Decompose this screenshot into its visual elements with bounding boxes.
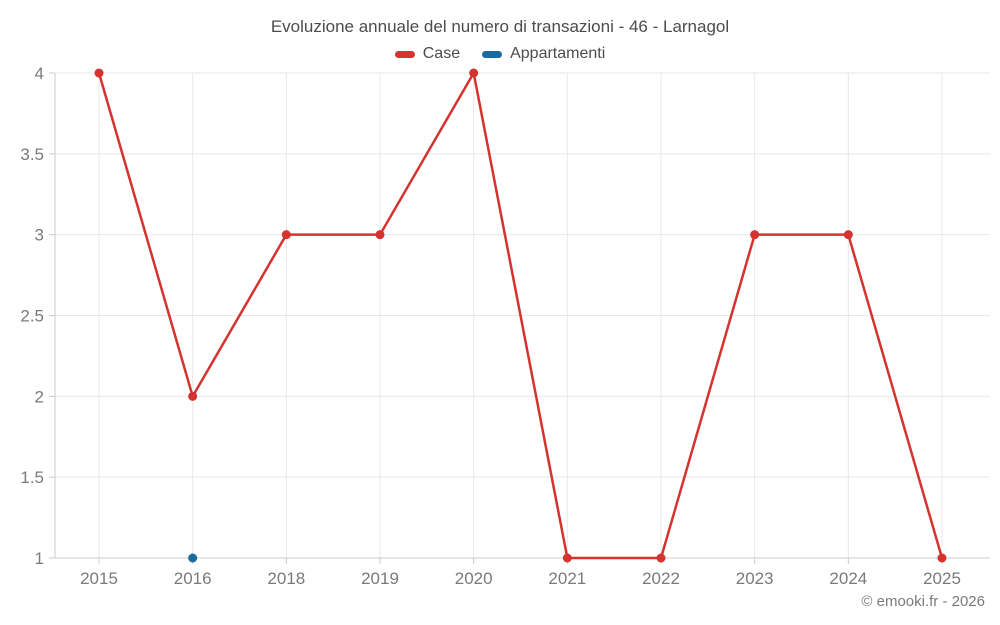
legend-label-case: Case bbox=[422, 45, 461, 62]
x-tick-label: 2022 bbox=[642, 569, 680, 588]
series-case-point[interactable] bbox=[656, 553, 666, 563]
x-tick-label: 2015 bbox=[80, 569, 118, 588]
y-tick-label: 1 bbox=[35, 549, 44, 568]
x-tick-labels: 2015 2016 2018 2019 2020 2021 2022 2023 2024 2025 bbox=[80, 569, 961, 588]
series-case-line bbox=[97, 71, 944, 560]
y-tick-label: 4 bbox=[35, 64, 44, 83]
legend-label-appartamenti: Appartamenti bbox=[510, 45, 606, 62]
y-tick-label: 3 bbox=[35, 226, 44, 245]
series-case-point[interactable] bbox=[843, 230, 853, 240]
legend-item-case[interactable]: Case bbox=[394, 45, 461, 63]
legend: Case Appartamenti bbox=[0, 45, 1000, 63]
legend-marker-appartamenti bbox=[482, 50, 503, 58]
series-case-point[interactable] bbox=[375, 230, 385, 240]
y-tick-label: 2 bbox=[35, 387, 44, 406]
series-appartamenti-points bbox=[188, 553, 198, 563]
series-case-point[interactable] bbox=[94, 68, 104, 78]
series-case-points bbox=[94, 68, 947, 563]
x-tick-label: 2025 bbox=[923, 569, 961, 588]
x-gridlines bbox=[98, 73, 943, 558]
x-tick-label: 2016 bbox=[174, 569, 212, 588]
x-tick-label: 2021 bbox=[548, 569, 586, 588]
series-case-point[interactable] bbox=[281, 230, 291, 240]
y-tick-label: 1.5 bbox=[20, 468, 44, 487]
y-gridlines bbox=[55, 72, 990, 559]
x-tick-label: 2024 bbox=[829, 569, 867, 588]
x-tick-label: 2019 bbox=[361, 569, 399, 588]
series-case-point[interactable] bbox=[469, 68, 479, 78]
tick-marks bbox=[49, 72, 943, 564]
series-case-point[interactable] bbox=[750, 230, 760, 240]
legend-marker-case bbox=[394, 50, 415, 58]
legend-item-appartamenti[interactable]: Appartamenti bbox=[482, 45, 605, 63]
series-case-point[interactable] bbox=[562, 553, 572, 563]
series-appartamenti-point[interactable] bbox=[188, 553, 198, 563]
x-tick-label: 2018 bbox=[267, 569, 305, 588]
y-tick-label: 2.5 bbox=[20, 307, 44, 326]
copyright-text: © emooki.fr - 2026 bbox=[861, 593, 985, 610]
series-case-point[interactable] bbox=[937, 553, 947, 563]
series-case-point[interactable] bbox=[188, 391, 198, 401]
x-tick-label: 2023 bbox=[736, 569, 774, 588]
x-tick-label: 2020 bbox=[455, 569, 493, 588]
chart-title: Evoluzione annuale del numero di transaz… bbox=[270, 17, 730, 36]
y-tick-labels: 1 1.5 2 2.5 3 3.5 4 bbox=[20, 64, 44, 568]
y-tick-label: 3.5 bbox=[20, 145, 44, 164]
